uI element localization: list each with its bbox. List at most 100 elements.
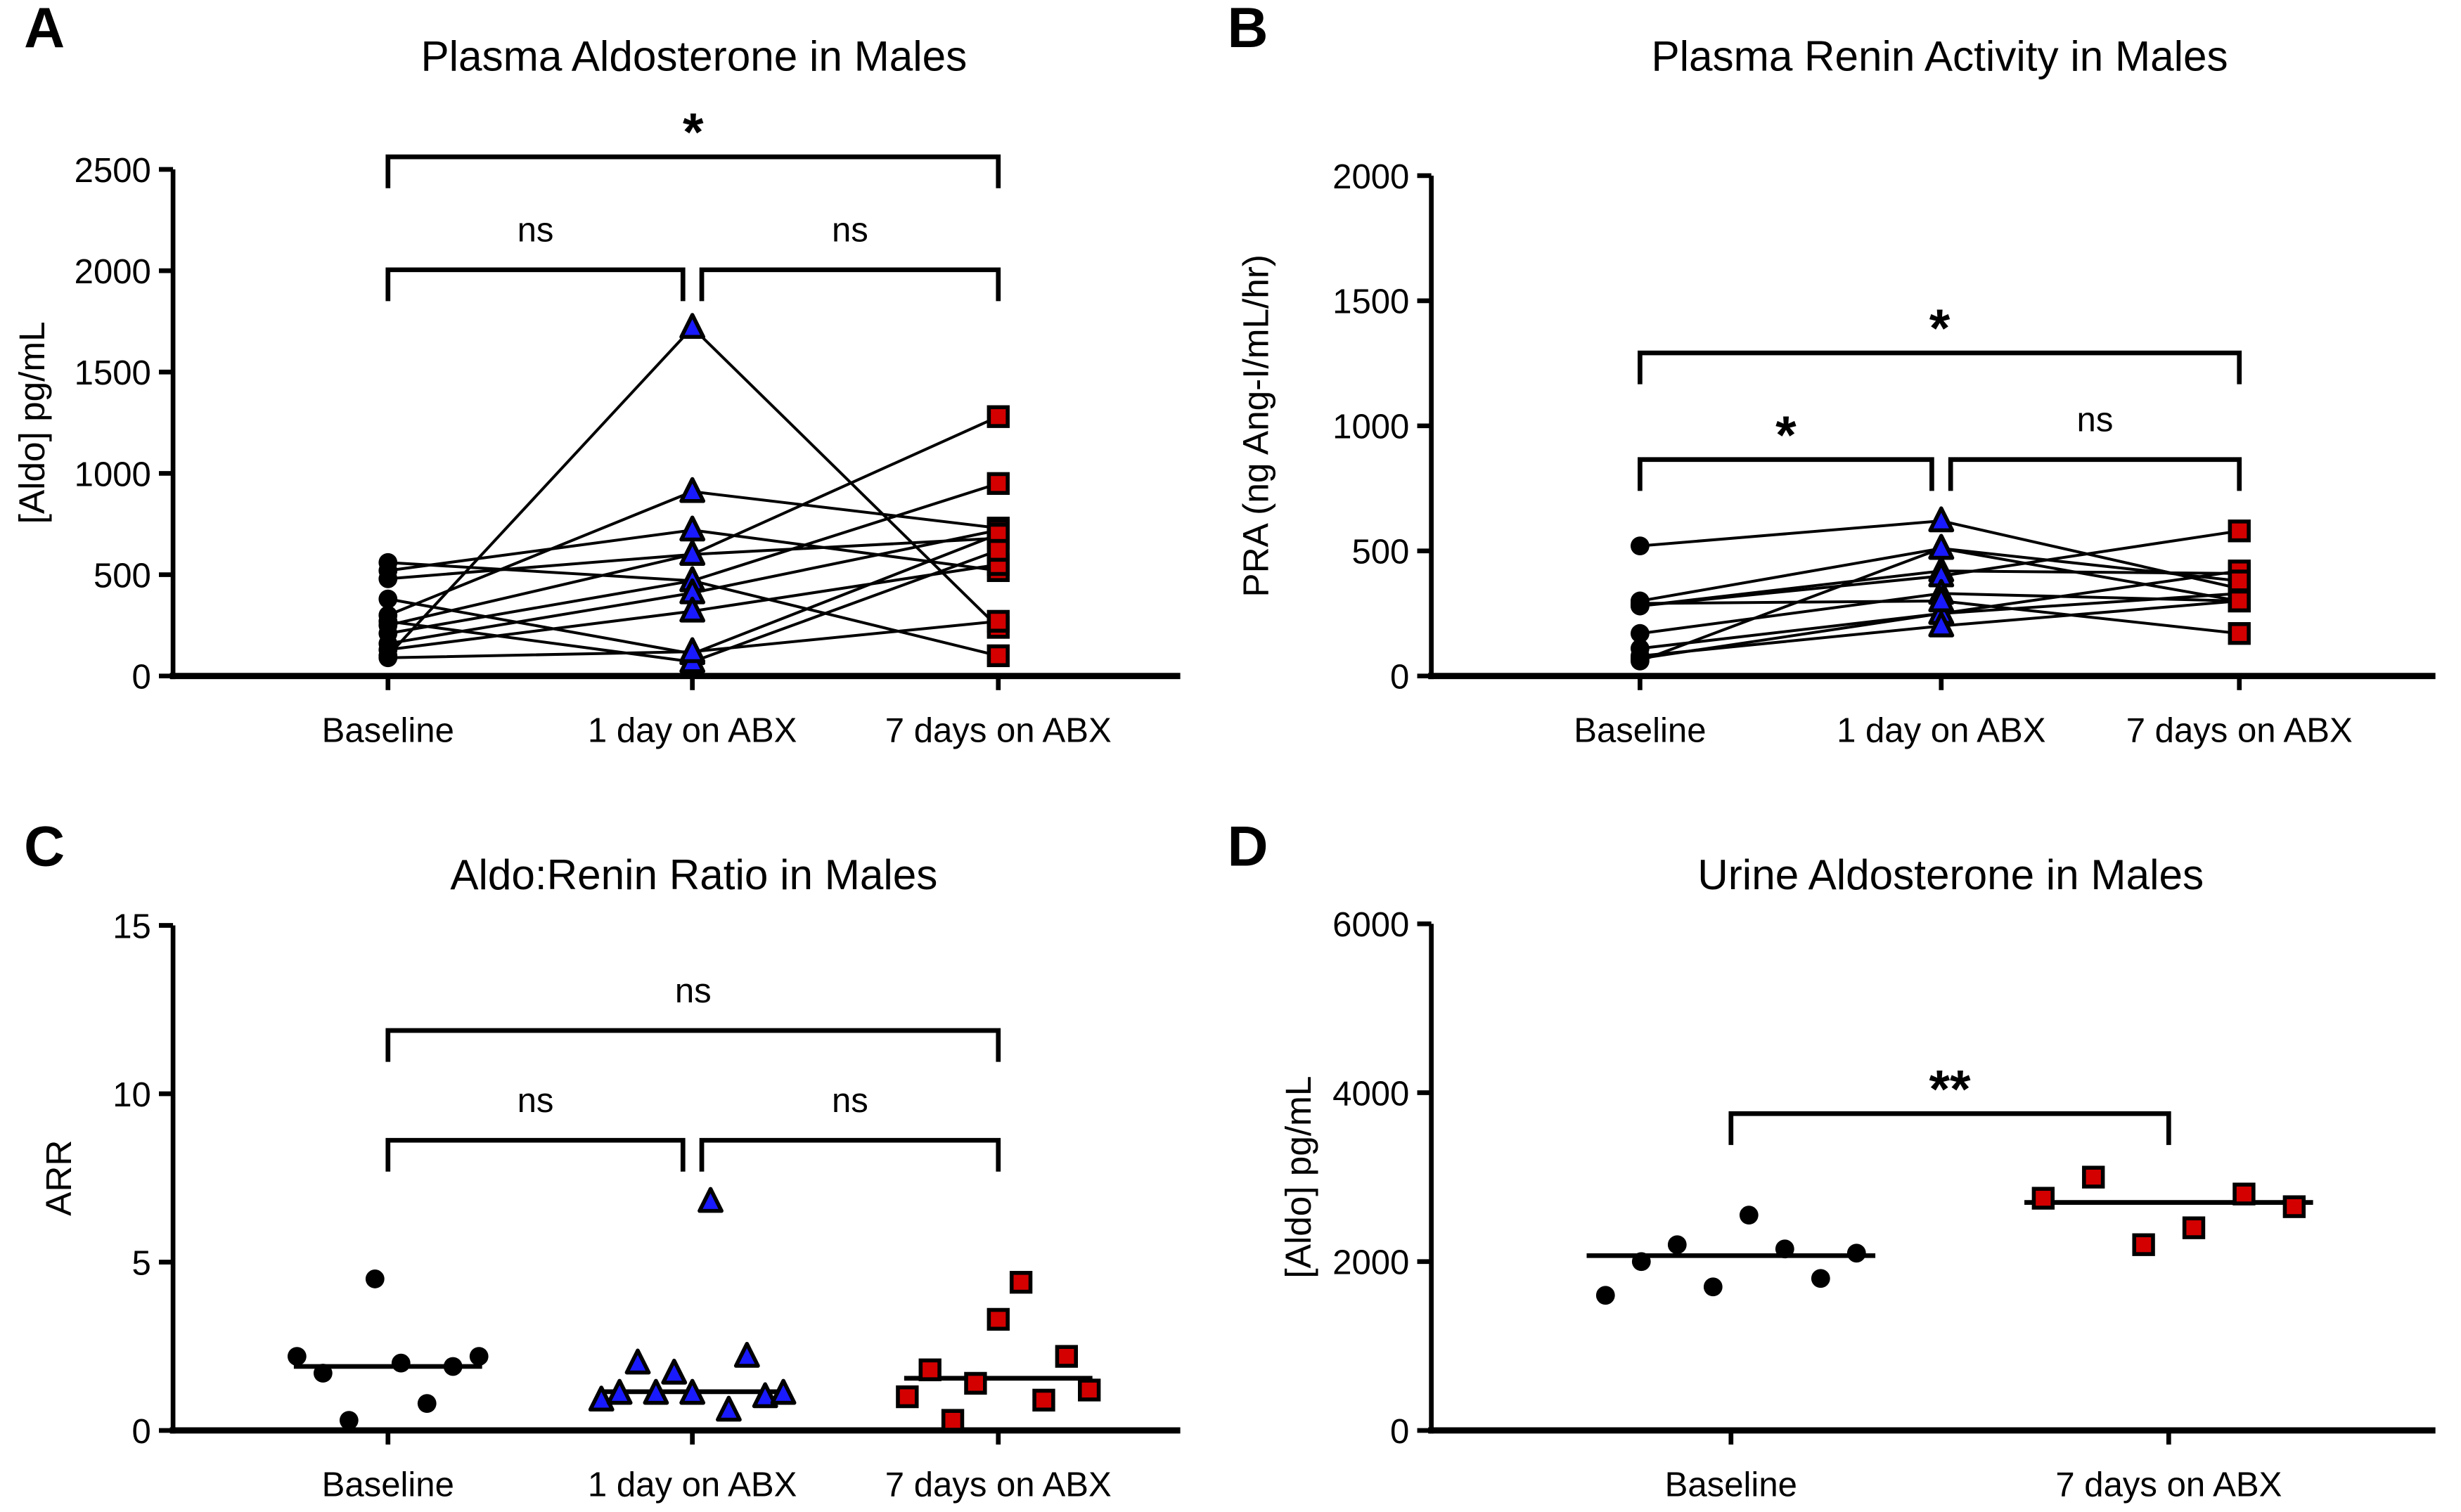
data-point-square <box>2232 1182 2256 1206</box>
data-point-square <box>941 1409 965 1432</box>
significance-label: * <box>683 103 704 162</box>
significance-bracket <box>385 1137 686 1172</box>
y-tick-label: 1500 <box>1332 283 1409 321</box>
data-point-triangle <box>679 1378 706 1405</box>
data-point-circle <box>391 1353 411 1373</box>
panel-a: A Plasma Aldosterone in Males [Aldo] pg/mL… <box>12 0 1181 749</box>
chart-title: Urine Aldosterone in Males <box>1697 851 2204 898</box>
x-tick-label: 1 day on ABX <box>588 711 797 749</box>
y-tick-label: 1000 <box>1332 408 1409 446</box>
data-point-circle <box>1739 1206 1759 1225</box>
data-point-circle <box>378 553 398 572</box>
chart-title: Plasma Aldosterone in Males <box>421 32 968 79</box>
data-point-square <box>987 1307 1010 1331</box>
data-point-square <box>1055 1345 1079 1368</box>
data-point-triangle <box>733 1341 760 1368</box>
data-point-circle <box>365 1269 385 1288</box>
significance-label: * <box>1929 299 1951 358</box>
data-point-square <box>987 538 1010 562</box>
significance-bracket <box>1948 457 2242 491</box>
x-tick-label: 1 day on ABX <box>1837 711 2045 749</box>
data-point-circle <box>378 648 398 668</box>
data-point-triangle <box>679 515 706 542</box>
data-point-circle <box>1667 1235 1687 1255</box>
y-axis-label: [Aldo] pg/mL <box>1278 1076 1318 1279</box>
y-tick-label: 1500 <box>75 354 151 392</box>
y-tick-label: 2500 <box>75 152 151 190</box>
data-point-square <box>2228 622 2251 645</box>
significance-bracket <box>1728 1111 2171 1145</box>
panel-letter: B <box>1228 0 1268 60</box>
data-point-circle <box>313 1364 333 1383</box>
y-tick-label: 2000 <box>1332 1244 1409 1282</box>
data-point-triangle <box>679 596 706 623</box>
data-point-square <box>2031 1187 2055 1210</box>
data-point-square <box>1078 1378 1101 1402</box>
x-tick-label: Baseline <box>1574 711 1706 749</box>
data-point-triangle <box>770 1378 797 1405</box>
y-tick-label: 4000 <box>1332 1075 1409 1113</box>
data-point-circle <box>378 589 398 609</box>
data-point-triangle <box>679 540 706 566</box>
data-point-circle <box>339 1411 359 1430</box>
y-tick-label: 500 <box>94 557 151 595</box>
data-point-square <box>1009 1271 1033 1294</box>
data-point-square <box>987 405 1010 428</box>
data-point-triangle <box>1928 534 1955 560</box>
data-point-square <box>896 1385 919 1409</box>
data-point-circle <box>469 1347 489 1366</box>
y-tick-label: 2000 <box>75 253 151 291</box>
data-point-triangle <box>679 477 706 503</box>
data-point-square <box>987 644 1010 668</box>
data-point-circle <box>443 1357 463 1376</box>
data-point-circle <box>1595 1286 1615 1305</box>
x-tick-label: Baseline <box>322 1466 454 1504</box>
data-point-triangle <box>588 1385 615 1412</box>
y-tick-label: 1000 <box>75 455 151 493</box>
data-point-triangle <box>1928 611 1955 638</box>
data-point-triangle <box>698 1187 724 1213</box>
significance-bracket <box>1638 457 1934 491</box>
significance-label: ns <box>832 212 868 250</box>
data-point-triangle <box>716 1395 742 1422</box>
data-point-triangle <box>1928 506 1955 533</box>
data-point-circle <box>417 1394 437 1414</box>
data-point-triangle <box>624 1348 651 1375</box>
x-tick-label: Baseline <box>322 711 454 749</box>
data-point-circle <box>1811 1269 1830 1288</box>
data-point-square <box>987 609 1010 633</box>
data-point-square <box>918 1358 942 1381</box>
data-point-circle <box>378 569 398 588</box>
data-point-triangle <box>679 313 706 340</box>
data-point-triangle <box>752 1382 778 1409</box>
data-point-circle <box>1846 1243 1866 1263</box>
y-tick-label: 5 <box>132 1244 151 1282</box>
significance-bracket <box>385 154 1001 188</box>
significance-bracket <box>1638 350 2242 385</box>
data-point-triangle <box>661 1358 688 1385</box>
significance-bracket <box>699 1137 1001 1172</box>
significance-label: ns <box>675 972 712 1010</box>
y-axis-label: PRA (ng Ang-I/mL/hr) <box>1236 254 1276 597</box>
data-point-circle <box>1630 623 1650 643</box>
chart-title: Aldo:Renin Ratio in Males <box>450 851 937 898</box>
x-tick-label: 7 days on ABX <box>885 1466 1112 1504</box>
y-tick-label: 2000 <box>1332 158 1409 196</box>
y-axis-label: ARR <box>39 1140 79 1216</box>
significance-bracket <box>385 267 686 302</box>
y-tick-label: 0 <box>132 659 151 697</box>
data-point-circle <box>1630 536 1650 556</box>
data-point-triangle <box>643 1378 669 1405</box>
data-point-square <box>2228 569 2251 593</box>
data-point-circle <box>1630 646 1650 666</box>
data-point-circle <box>1631 1252 1651 1272</box>
x-tick-label: 7 days on ABX <box>885 711 1112 749</box>
panel-b: B Plasma Renin Activity in Males PRA (ng A… <box>1228 0 2436 749</box>
panel-c: C Aldo:Renin Ratio in Males ARR 0 5 10 15 Basel… <box>24 815 1181 1504</box>
data-point-square <box>2282 1195 2306 1218</box>
y-tick-label: 0 <box>1390 659 1409 697</box>
y-tick-label: 15 <box>113 907 151 945</box>
x-tick-label: 7 days on ABX <box>2126 711 2353 749</box>
significance-label: ns <box>518 1082 554 1120</box>
